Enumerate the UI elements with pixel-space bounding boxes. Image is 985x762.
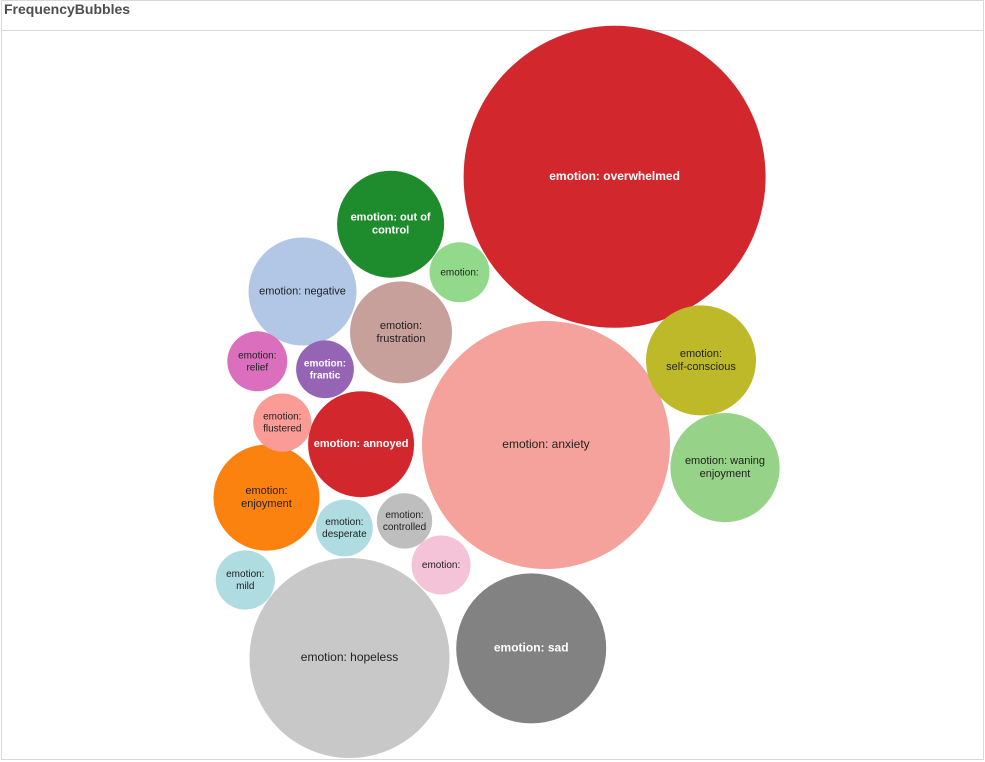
svg-text:emotion: annoyed: emotion: annoyed — [314, 438, 409, 450]
svg-text:emotion: sad: emotion: sad — [494, 641, 569, 655]
svg-text:emotion:enjoyment: emotion: enjoyment — [241, 485, 292, 510]
svg-text:emotion:: emotion: — [422, 560, 460, 571]
svg-text:emotion: anxiety: emotion: anxiety — [502, 437, 589, 451]
svg-text:emotion:frantic: emotion: frantic — [304, 358, 346, 381]
svg-text:emotion:frustration: emotion: frustration — [377, 320, 426, 345]
svg-text:emotion: negative: emotion: negative — [259, 285, 346, 297]
svg-text:emotion:controlled: emotion: controlled — [383, 510, 426, 533]
svg-text:emotion:desperate: emotion: desperate — [322, 517, 367, 540]
svg-text:emotion:flustered: emotion: flustered — [263, 411, 301, 434]
svg-text:emotion: overwhelmed: emotion: overwhelmed — [549, 169, 680, 183]
svg-text:emotion:: emotion: — [440, 267, 478, 278]
svg-text:emotion: hopeless: emotion: hopeless — [301, 650, 398, 664]
